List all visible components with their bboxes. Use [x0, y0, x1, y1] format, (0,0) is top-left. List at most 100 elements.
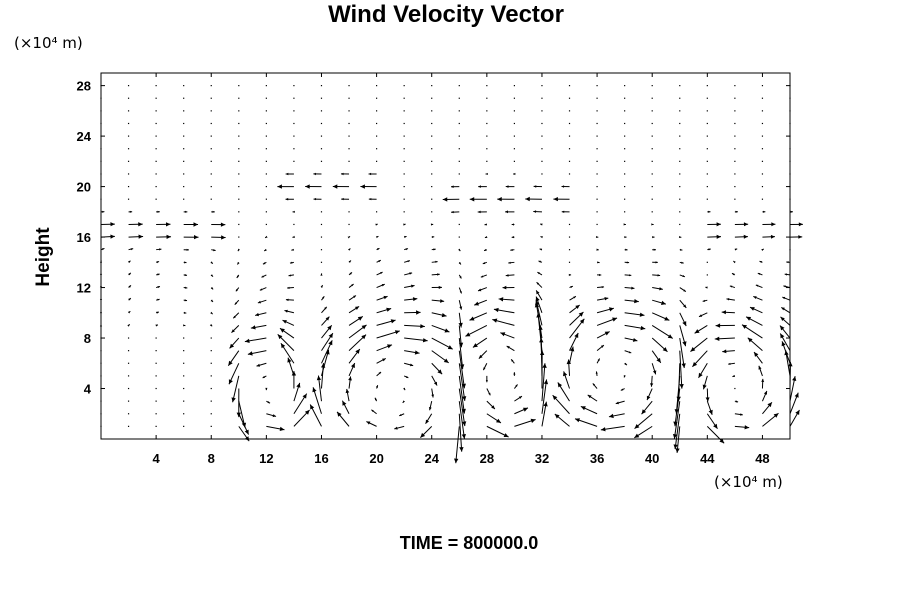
wind-vector-head	[484, 248, 487, 251]
wind-vector	[234, 299, 240, 305]
wind-vector-head	[430, 223, 434, 226]
wind-vector	[734, 97, 736, 99]
wind-vector-head	[431, 236, 435, 239]
wind-vector	[127, 110, 130, 112]
wind-vector-shaft	[458, 413, 463, 452]
wind-vector-head	[680, 248, 683, 251]
wind-vector	[376, 358, 386, 364]
wind-vector	[210, 261, 214, 264]
wind-vector	[293, 135, 295, 137]
wind-vector-head	[624, 236, 627, 239]
wind-vector-head	[325, 316, 330, 321]
wind-vector	[183, 235, 199, 240]
wind-vector-dot	[761, 85, 764, 87]
wind-vector-head	[292, 210, 295, 213]
wind-vector	[623, 223, 626, 226]
wind-vector	[568, 261, 571, 263]
wind-vector	[734, 210, 738, 213]
wind-vector	[706, 135, 708, 137]
wind-vector	[210, 425, 212, 427]
wind-vector	[428, 401, 433, 411]
wind-vector	[238, 223, 240, 226]
wind-vector	[569, 311, 584, 326]
wind-vector-head	[454, 458, 459, 464]
wind-vector	[458, 375, 466, 414]
wind-vector-head	[433, 381, 438, 386]
wind-vector	[376, 295, 388, 301]
wind-vector-dot	[651, 160, 653, 162]
wind-vector-dot	[376, 135, 378, 137]
wind-vector	[652, 261, 658, 264]
wind-vector-head	[781, 307, 785, 311]
wind-vector	[183, 299, 188, 302]
wind-vector-head	[411, 284, 415, 288]
wind-vector	[652, 299, 667, 305]
wind-vector-dot	[238, 236, 240, 238]
wind-vector-dot	[183, 148, 185, 150]
wind-vector	[183, 286, 188, 289]
wind-vector-head	[357, 316, 363, 321]
wind-vector	[679, 185, 681, 188]
wind-vector-head	[715, 323, 721, 328]
wind-vector	[376, 85, 378, 87]
wind-vector	[128, 210, 133, 213]
wind-vector	[747, 337, 763, 352]
wind-vector-head	[508, 261, 511, 264]
wind-vector-dot	[403, 148, 405, 150]
wind-vector	[321, 332, 334, 351]
wind-vector-head	[310, 404, 315, 410]
wind-vector-dot	[210, 160, 212, 162]
wind-vector-head	[472, 343, 478, 348]
wind-vector-dot	[183, 375, 185, 377]
wind-vector-head	[657, 274, 661, 277]
wind-vector-head	[102, 248, 105, 251]
wind-vector	[376, 122, 378, 125]
wind-vector-head	[285, 197, 289, 201]
wind-vector	[183, 324, 186, 327]
wind-vector	[458, 388, 467, 427]
wind-vector-head	[375, 397, 377, 401]
wind-vector-dot	[431, 160, 433, 162]
wind-vector	[486, 97, 488, 99]
wind-vector	[403, 110, 405, 112]
wind-vector-head	[672, 434, 678, 439]
wind-vector-head	[386, 307, 392, 312]
wind-vector	[634, 425, 653, 439]
wind-vector-head	[784, 273, 788, 276]
wind-vector-dot	[458, 236, 460, 238]
wind-vector	[366, 421, 377, 427]
wind-vector	[348, 295, 357, 301]
wind-vector	[127, 173, 130, 175]
wind-vector	[244, 337, 267, 343]
wind-vector-head	[186, 248, 189, 251]
wind-vector	[127, 400, 130, 402]
wind-vector-head	[744, 425, 750, 430]
wind-vector-head	[540, 236, 543, 239]
wind-vector	[262, 261, 267, 265]
wind-vector-dot	[376, 211, 378, 213]
wind-vector	[458, 274, 462, 279]
wind-vector-dot	[596, 198, 598, 200]
wind-vector-head	[708, 248, 711, 251]
wind-vector	[554, 413, 570, 427]
wind-vector	[485, 375, 488, 383]
wind-vector-dot	[210, 85, 212, 87]
wind-vector-head	[220, 222, 226, 227]
wind-vector-dot	[679, 223, 681, 226]
wind-vector	[265, 122, 267, 125]
wind-vector-dot	[651, 211, 653, 213]
wind-vector-head	[110, 234, 115, 239]
wind-vector-dot	[568, 122, 571, 125]
wind-vector	[715, 323, 735, 328]
wind-vector	[293, 160, 295, 162]
wind-vector-dot	[210, 337, 212, 339]
wind-vector	[537, 271, 543, 276]
wind-vector	[679, 274, 686, 278]
wind-vector-dot	[624, 185, 626, 188]
wind-vector	[458, 173, 460, 175]
wind-vector-head	[780, 316, 785, 321]
wind-vector	[759, 260, 763, 263]
wind-vector-head	[575, 305, 580, 309]
wind-vector-head	[478, 288, 482, 292]
wind-vector-head	[798, 235, 803, 239]
